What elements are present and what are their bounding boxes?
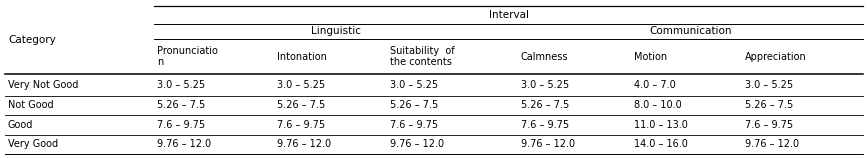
Text: 9.76 – 12.0: 9.76 – 12.0	[745, 139, 799, 149]
Text: Category: Category	[8, 35, 56, 45]
Text: Communication: Communication	[649, 26, 732, 36]
Text: 9.76 – 12.0: 9.76 – 12.0	[277, 139, 331, 149]
Text: 5.26 – 7.5: 5.26 – 7.5	[390, 100, 437, 110]
Text: Linguistic: Linguistic	[311, 26, 361, 36]
Text: Calmness: Calmness	[521, 52, 569, 62]
Text: 9.76 – 12.0: 9.76 – 12.0	[521, 139, 575, 149]
Text: 11.0 – 13.0: 11.0 – 13.0	[634, 120, 687, 130]
Text: Appreciation: Appreciation	[745, 52, 806, 62]
Text: 8.0 – 10.0: 8.0 – 10.0	[634, 100, 681, 110]
Text: 7.6 – 9.75: 7.6 – 9.75	[745, 120, 793, 130]
Text: Not Good: Not Good	[8, 100, 54, 110]
Text: 3.0 – 5.25: 3.0 – 5.25	[521, 80, 569, 90]
Text: Pronunciatio
n: Pronunciatio n	[157, 46, 218, 67]
Text: Very Not Good: Very Not Good	[8, 80, 78, 90]
Text: 9.76 – 12.0: 9.76 – 12.0	[390, 139, 444, 149]
Text: Very Good: Very Good	[8, 139, 58, 149]
Text: 5.26 – 7.5: 5.26 – 7.5	[521, 100, 569, 110]
Text: 7.6 – 9.75: 7.6 – 9.75	[521, 120, 569, 130]
Text: 5.26 – 7.5: 5.26 – 7.5	[157, 100, 206, 110]
Text: 7.6 – 9.75: 7.6 – 9.75	[390, 120, 437, 130]
Text: 7.6 – 9.75: 7.6 – 9.75	[277, 120, 325, 130]
Text: 3.0 – 5.25: 3.0 – 5.25	[745, 80, 793, 90]
Text: 3.0 – 5.25: 3.0 – 5.25	[390, 80, 437, 90]
Text: Suitability  of
the contents: Suitability of the contents	[390, 46, 454, 67]
Text: Good: Good	[8, 120, 33, 130]
Text: 5.26 – 7.5: 5.26 – 7.5	[277, 100, 325, 110]
Text: 14.0 – 16.0: 14.0 – 16.0	[634, 139, 687, 149]
Text: Interval: Interval	[489, 10, 529, 20]
Text: 3.0 – 5.25: 3.0 – 5.25	[277, 80, 325, 90]
Text: 5.26 – 7.5: 5.26 – 7.5	[745, 100, 793, 110]
Text: 3.0 – 5.25: 3.0 – 5.25	[157, 80, 206, 90]
Text: Motion: Motion	[634, 52, 667, 62]
Text: 9.76 – 12.0: 9.76 – 12.0	[157, 139, 212, 149]
Text: 7.6 – 9.75: 7.6 – 9.75	[157, 120, 206, 130]
Text: Intonation: Intonation	[277, 52, 326, 62]
Text: 4.0 – 7.0: 4.0 – 7.0	[634, 80, 675, 90]
